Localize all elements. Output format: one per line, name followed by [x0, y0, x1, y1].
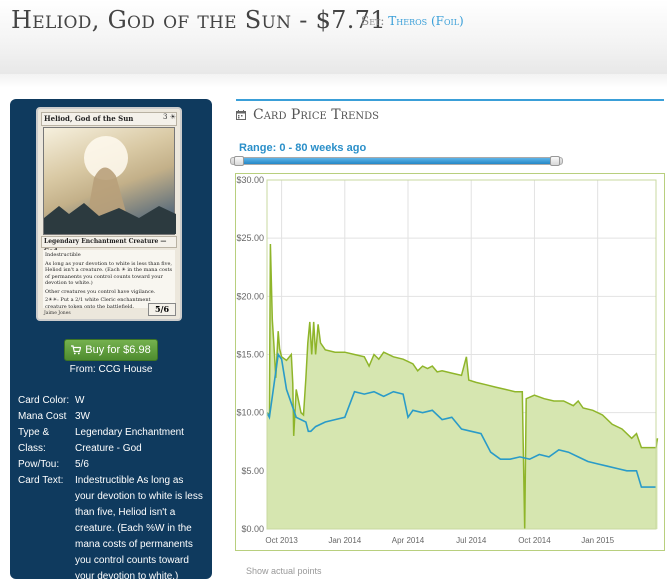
card-text-line: 2☀☀: Put a 2/1 white Cleric enchantment …	[45, 297, 151, 308]
x-tick-label: Jan 2014	[328, 536, 361, 545]
detail-label: Mana Cost	[18, 411, 67, 422]
y-tick-label: $15.00	[236, 350, 264, 360]
detail-value: W	[75, 395, 85, 406]
section-divider	[236, 99, 664, 101]
plot-area-border	[266, 179, 657, 530]
detail-row: Mana Cost 3W	[18, 409, 208, 425]
show-points-toggle[interactable]: Show actual points	[246, 566, 322, 576]
x-tick-label: Oct 2014	[518, 536, 551, 545]
range-slider-fill	[240, 158, 553, 164]
x-tick-label: Jul 2014	[456, 536, 487, 545]
detail-row: Card Color: W	[18, 393, 208, 409]
detail-row: Card Text: Indestructible As long as you…	[18, 473, 208, 585]
card-power-toughness: 5/6	[148, 303, 176, 316]
card-text-line: Indestructible	[45, 252, 81, 258]
y-tick-label: $20.00	[236, 291, 264, 301]
detail-label: Pow/Tou:	[18, 459, 60, 470]
card-details: Card Color: W Mana Cost 3W Type & Class:…	[18, 393, 208, 585]
price-line-regular	[266, 352, 656, 488]
card-mana-cost: 3 ☀	[163, 113, 176, 121]
x-tick-label: Apr 2014	[392, 536, 425, 545]
card-text-line: As long as your devotion to white is les…	[45, 260, 173, 287]
y-tick-label: $5.00	[241, 466, 264, 476]
card-type-line: Legendary Enchantment Creature — God	[41, 236, 177, 255]
detail-label: Type & Class:	[18, 427, 50, 454]
header-shadow	[0, 74, 667, 88]
detail-row: Type & Class: Legendary Enchantment Crea…	[18, 425, 208, 457]
seller-line: From: CCG House	[69, 364, 153, 375]
x-tick-label: Oct 2013	[265, 536, 298, 545]
card-image: Heliod, God of the Sun 3 ☀ Legendary Enc…	[36, 107, 182, 321]
y-tick-label: $0.00	[241, 524, 264, 534]
page-header: Heliod, God of the Sun - $7.71 Set: Ther…	[0, 0, 667, 75]
price-chart: $0.00 $5.00 $10.00 $15.00 $20.00 $25.00 $30.00…	[236, 175, 659, 545]
y-tick-label: $25.00	[236, 233, 264, 243]
card-name: Heliod, God of the Sun	[41, 112, 177, 126]
card-art	[43, 127, 176, 235]
detail-value: 5/6	[75, 459, 89, 470]
y-tick-label: $30.00	[236, 175, 264, 185]
range-slider-handle-start[interactable]	[234, 156, 244, 166]
buy-button-label: Buy for $6.98	[85, 344, 151, 356]
range-slider-handle-end[interactable]	[550, 156, 560, 166]
detail-value: Legendary Enchantment Creature - God	[75, 427, 184, 454]
set-link[interactable]: Theros (Foil)	[388, 14, 464, 28]
price-line-foil	[266, 243, 659, 530]
cart-icon	[71, 345, 82, 355]
set-prefix: Set:	[361, 14, 385, 28]
detail-label: Card Color:	[18, 395, 70, 406]
x-tick-label: Jan 2015	[581, 536, 614, 545]
detail-label: Card Text:	[18, 475, 64, 486]
buy-button[interactable]: Buy for $6.98	[64, 339, 158, 361]
detail-value: Indestructible As long as your devotion …	[75, 475, 203, 582]
price-chart-frame: $0.00 $5.00 $10.00 $15.00 $20.00 $25.00 $30.00…	[235, 173, 665, 551]
calendar-icon	[236, 110, 246, 120]
page-title: Heliod, God of the Sun - $7.71	[11, 6, 386, 34]
card-rules-text: Indestructible As long as your devotion …	[43, 250, 175, 308]
card-text-line: Other creatures you control have vigilan…	[45, 288, 156, 295]
card-artist: Jaime Jones	[44, 311, 71, 316]
detail-value: 3W	[75, 411, 90, 422]
set-label: Set: Theros (Foil)	[361, 14, 464, 28]
y-tick-label: $10.00	[236, 408, 264, 418]
detail-row: Pow/Tou: 5/6	[18, 457, 208, 473]
price-trends-title: Card Price Trends	[253, 107, 380, 123]
price-area-fill	[267, 244, 658, 529]
range-label: Range: 0 - 80 weeks ago	[239, 142, 367, 154]
